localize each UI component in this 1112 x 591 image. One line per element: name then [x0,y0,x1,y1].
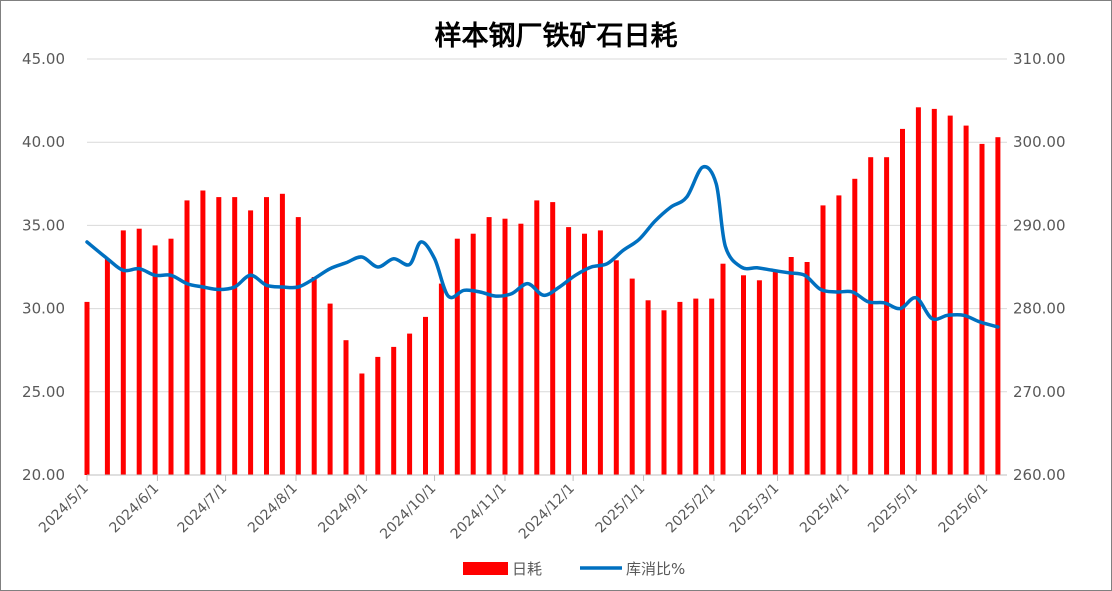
bar [645,300,651,475]
y-left-tick-label: 30.00 [22,300,65,318]
y-right-tick-label: 260.00 [1013,466,1066,484]
x-tick-label: 2025/3/1 [727,481,783,537]
bar [836,195,842,475]
bar [693,298,699,475]
bar [963,125,969,475]
bar [311,277,317,475]
bar [216,197,222,475]
bar [438,283,444,475]
bar [979,143,985,475]
bar [84,301,90,475]
y-left-tick-label: 40.00 [22,133,65,151]
bar [407,333,413,475]
x-tick-label: 2024/5/1 [36,481,92,537]
legend-label-line: 库消比% [626,560,685,578]
bar [720,263,726,475]
x-tick-label: 2025/5/1 [865,481,921,537]
y-right-tick-label: 300.00 [1013,133,1066,151]
bar [566,227,572,475]
bar [295,217,301,475]
bar [582,233,587,475]
y-left-tick-label: 45.00 [22,50,65,68]
bar [550,202,556,475]
x-tick-label: 2024/7/1 [175,481,231,537]
bar [486,217,492,475]
bar [184,200,190,475]
bar [995,137,1001,475]
x-tick-label: 2025/1/1 [593,481,649,537]
bar [629,278,635,475]
bar [709,298,715,475]
bar [279,193,285,476]
bar [104,258,110,475]
bar [788,257,794,475]
bar [264,197,269,475]
bar [534,200,540,475]
bar [772,272,778,475]
bar-series [84,107,1001,476]
x-axis [86,474,1007,481]
x-tick-label: 2024/6/1 [106,481,162,537]
bar [756,280,762,475]
bar [900,128,905,475]
chart-title: 样本钢厂铁矿石日耗 [435,20,678,52]
y-right-tick-label: 310.00 [1013,50,1066,68]
y-axis-right: 260.00 270.00 280.00 290.00 300.00 310.00 [1013,50,1066,484]
bar [884,157,890,475]
legend-label-bar: 日耗 [512,560,542,578]
legend: 日耗 库消比% [463,560,685,578]
x-tick-label: 2025/6/1 [936,481,992,537]
bar [343,340,349,475]
bar [518,223,524,475]
x-tick-labels: 2024/5/1 2024/6/1 2024/7/1 2024/8/1 2024/9/1… [36,481,991,543]
bar [359,373,365,475]
bar [168,238,174,475]
bar [423,316,428,475]
x-tick-label: 2025/2/1 [663,481,719,537]
x-tick-label: 2024/10/1 [377,481,439,543]
y-right-tick-label: 280.00 [1013,300,1066,318]
y-left-tick-label: 25.00 [22,383,65,401]
legend-swatch-bar [463,562,508,575]
bar [677,301,683,475]
bar [741,275,746,475]
bar [947,115,953,475]
y-right-tick-label: 270.00 [1013,383,1066,401]
bar [852,178,858,476]
y-left-tick-label: 35.00 [22,216,65,234]
bar [391,346,397,475]
bar [375,356,381,475]
bar [868,157,874,475]
bar [248,210,254,475]
bar [136,228,142,475]
y-axis-left: 20.00 25.00 30.00 35.00 40.00 45.00 [22,50,65,484]
y-right-tick-label: 290.00 [1013,216,1066,234]
bar [931,108,937,476]
x-tick-label: 2024/9/1 [315,481,371,537]
bar [502,218,508,475]
bar [120,230,126,475]
bar [470,233,476,475]
line-series [85,164,1000,329]
bar [661,310,667,475]
x-tick-label: 2024/8/1 [245,481,301,537]
bar [232,197,238,475]
bar [820,205,826,475]
y-left-tick-label: 20.00 [22,466,65,484]
bar [597,230,603,475]
bar [200,190,206,475]
x-tick-label: 2024/11/1 [448,481,510,543]
bar [613,260,619,475]
bar [454,238,460,475]
bar [327,303,333,475]
bar [915,107,921,476]
bar [804,262,810,475]
x-tick-label: 2025/4/1 [797,481,853,537]
bar [152,245,158,475]
x-tick-label: 2024/12/1 [516,481,578,543]
